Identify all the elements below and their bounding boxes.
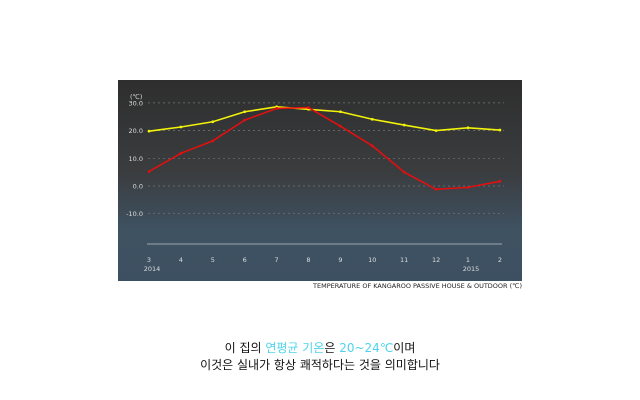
data-point-1 <box>179 151 183 155</box>
highlight-temperature-range: 20~24℃ <box>339 341 394 355</box>
x-tick-label: 2 <box>498 256 502 264</box>
highlight-annual-average: 연평균 기온 <box>265 341 325 355</box>
x-tick-label: 8 <box>306 256 310 264</box>
text-segment: 은 <box>324 341 340 355</box>
data-point-1 <box>402 170 406 174</box>
y-tick-label: 20.0 <box>129 127 143 135</box>
data-point-1 <box>147 170 151 173</box>
data-point-0 <box>370 117 374 121</box>
x-tick-label: 11 <box>400 256 408 264</box>
data-point-0 <box>498 128 502 132</box>
data-point-0 <box>179 125 183 129</box>
y-tick-label: 0.0 <box>133 183 143 191</box>
description-text: 이 집의 연평균 기온은 20~24℃이며 이것은 실내가 항상 쾌적하다는 것… <box>0 340 640 374</box>
description-line-1: 이 집의 연평균 기온은 20~24℃이며 <box>0 340 640 357</box>
y-tick-label: 30.0 <box>129 99 143 107</box>
y-tick-label: 10.0 <box>129 155 143 163</box>
x-tick-label: 12 <box>432 256 440 264</box>
data-point-0 <box>243 110 247 114</box>
data-point-0 <box>211 120 215 124</box>
data-point-0 <box>147 129 151 133</box>
y-unit-label: (℃) <box>130 93 142 101</box>
chart-panel: (℃) 30.0 20.0 10.0 0.0 -10.0 3 2014 4 5 6 7 8 9 10 11 12… <box>118 80 522 281</box>
text-segment: 이며 <box>393 341 416 355</box>
data-point-1 <box>498 179 502 183</box>
x-tick-label: 6 <box>243 256 247 264</box>
year-label: 2015 <box>463 265 480 273</box>
series-line-1 <box>148 106 501 191</box>
x-tick-label: 7 <box>275 256 279 264</box>
y-tick-label: -10.0 <box>126 210 143 218</box>
text-segment: 이 집의 <box>224 341 266 355</box>
data-point-0 <box>466 126 470 130</box>
x-tick-label: 9 <box>338 256 342 264</box>
data-point-0 <box>402 123 406 127</box>
chart-caption: TEMPERATURE OF KANGAROO PASSIVE HOUSE & … <box>313 282 522 290</box>
data-point-1 <box>370 144 374 148</box>
data-point-1 <box>307 106 310 110</box>
year-label: 2014 <box>144 265 161 273</box>
x-tick-label: 1 <box>466 256 470 264</box>
x-tick-label: 5 <box>211 256 215 264</box>
x-tick-label: 4 <box>179 256 183 264</box>
data-point-0 <box>339 110 342 114</box>
data-point-1 <box>243 118 247 122</box>
data-point-1 <box>434 187 438 191</box>
description-line-2: 이것은 실내가 항상 쾌적하다는 것을 의미합니다 <box>200 358 440 372</box>
data-point-1 <box>211 139 215 143</box>
data-point-1 <box>339 124 342 128</box>
x-tick-label: 10 <box>368 256 376 264</box>
series-line-0 <box>148 105 500 132</box>
data-point-1 <box>275 107 278 110</box>
data-point-1 <box>466 185 470 189</box>
x-tick-label: 3 <box>147 256 151 264</box>
data-point-0 <box>434 129 438 132</box>
